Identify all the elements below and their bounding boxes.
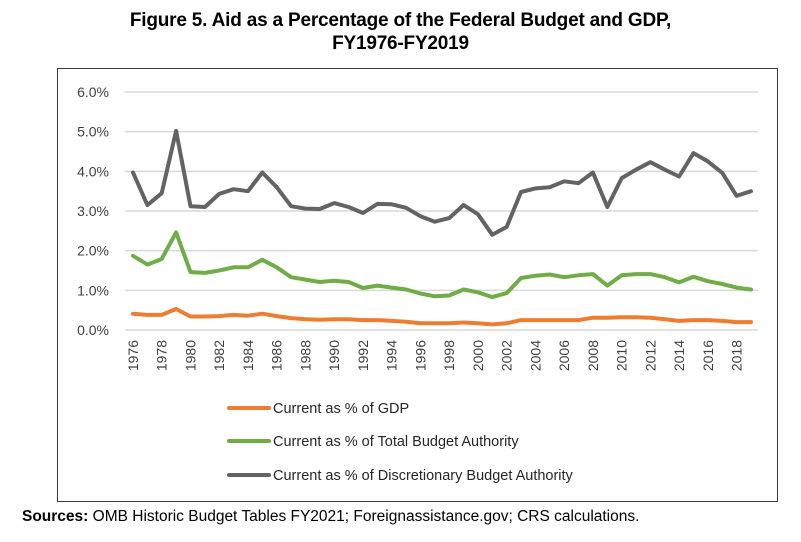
x-tick-label: 2018 bbox=[729, 340, 745, 371]
x-tick-label: 1982 bbox=[211, 340, 227, 371]
x-tick-label: 1988 bbox=[297, 340, 313, 371]
legend-label: Current as % of Discretionary Budget Aut… bbox=[273, 468, 574, 484]
x-tick-label: 1996 bbox=[412, 340, 428, 371]
y-axis-tick-labels: 0.0% 1.0% 2.0% 3.0% 4.0% 5.0% 6.0% bbox=[77, 84, 109, 338]
x-axis-tick-labels: 1976 1978 1980 1982 1984 1986 1988 1990 1992 1994… bbox=[125, 340, 745, 371]
legend-item: Current as % of Discretionary Budget Aut… bbox=[227, 468, 574, 484]
x-tick-label: 2002 bbox=[499, 340, 515, 371]
legend-label: Current as % of GDP bbox=[273, 401, 409, 417]
y-tick-label: 0.0% bbox=[77, 322, 109, 338]
x-tick-label: 2016 bbox=[700, 340, 716, 371]
y-tick-label: 1.0% bbox=[77, 282, 109, 298]
y-tick-label: 2.0% bbox=[77, 243, 109, 259]
y-tick-label: 6.0% bbox=[77, 84, 109, 100]
legend-label: Current as % of Total Budget Authority bbox=[273, 434, 519, 450]
y-tick-label: 5.0% bbox=[77, 124, 109, 140]
x-tick-label: 2004 bbox=[527, 340, 543, 371]
x-tick-label: 2014 bbox=[671, 340, 687, 371]
x-tick-label: 1978 bbox=[154, 340, 170, 371]
sources-note: Sources: OMB Historic Budget Tables FY20… bbox=[22, 508, 639, 526]
legend: Current as % of GDP Current as % of Total… bbox=[227, 401, 574, 484]
x-tick-label: 2006 bbox=[556, 340, 572, 371]
legend-item: Current as % of Total Budget Authority bbox=[227, 434, 519, 450]
series-line-2 bbox=[131, 230, 753, 300]
legend-item: Current as % of GDP bbox=[227, 401, 409, 417]
chart-frame bbox=[57, 68, 778, 502]
x-tick-label: 2008 bbox=[585, 340, 601, 371]
x-tick-label: 1976 bbox=[125, 340, 141, 371]
x-tick-label: 2000 bbox=[470, 340, 486, 371]
series-line-1 bbox=[131, 307, 753, 327]
x-tick-label: 1998 bbox=[441, 340, 457, 371]
x-tick-label: 1994 bbox=[384, 340, 400, 371]
x-tick-label: 1986 bbox=[269, 340, 285, 371]
sources-text: OMB Historic Budget Tables FY2021; Forei… bbox=[88, 508, 640, 525]
x-tick-label: 1992 bbox=[355, 340, 371, 371]
gridlines bbox=[125, 91, 758, 331]
x-tick-label: 2012 bbox=[642, 340, 658, 371]
chart-title-line-2: FY1976-FY2019 bbox=[332, 33, 469, 54]
sources-label: Sources: bbox=[22, 508, 89, 525]
y-tick-label: 3.0% bbox=[77, 203, 109, 219]
x-tick-label: 1984 bbox=[240, 340, 256, 371]
chart-title-line-1: Figure 5. Aid as a Percentage of the Fed… bbox=[129, 10, 672, 31]
x-tick-label: 2010 bbox=[614, 340, 630, 371]
series-line-3 bbox=[131, 128, 753, 237]
series-lines bbox=[131, 128, 753, 327]
y-tick-label: 4.0% bbox=[77, 163, 109, 179]
x-tick-label: 1990 bbox=[326, 340, 342, 371]
x-tick-label: 1980 bbox=[182, 340, 198, 371]
